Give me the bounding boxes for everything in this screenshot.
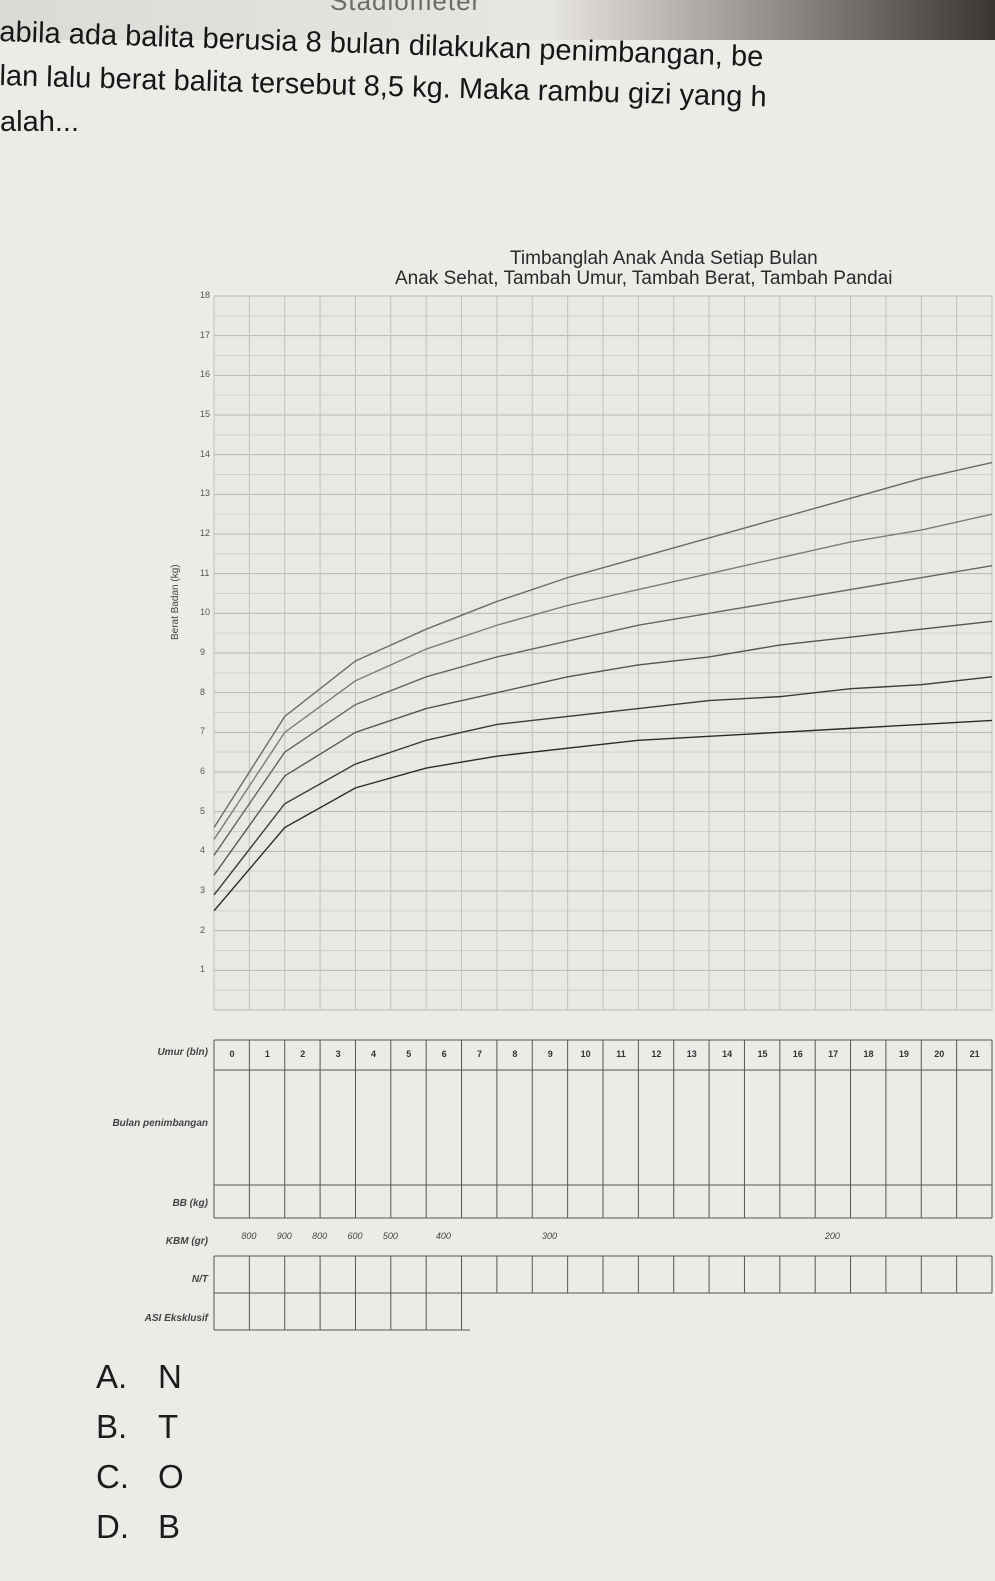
y-tick-label: 4 — [200, 845, 206, 856]
age-cell: 1 — [264, 1049, 270, 1059]
age-cell: 19 — [898, 1049, 909, 1059]
row-label-asi: ASI Eksklusif — [144, 1313, 208, 1324]
option-a[interactable]: A. N — [96, 1358, 182, 1395]
age-cell: 18 — [863, 1049, 874, 1059]
row-label-age: Umur (bln) — [157, 1047, 208, 1058]
y-tick-label: 12 — [200, 528, 211, 538]
growth-curve-line — [213, 565, 993, 856]
age-cell: 8 — [512, 1049, 518, 1059]
y-tick-label: 9 — [200, 647, 206, 657]
y-tick-label: 8 — [200, 686, 206, 697]
age-cell: 21 — [969, 1049, 980, 1059]
age-cell: 6 — [441, 1049, 447, 1059]
age-cell: 7 — [477, 1049, 483, 1059]
y-axis-label: Berat Badan (kg) — [170, 564, 181, 640]
option-c[interactable]: C. O — [96, 1458, 184, 1495]
kbm-value: 400 — [435, 1231, 451, 1241]
age-cell: 3 — [335, 1049, 341, 1059]
growth-curve-line — [213, 719, 993, 912]
age-cell: 2 — [300, 1049, 306, 1059]
y-tick-label: 5 — [200, 805, 206, 816]
y-tick-label: 13 — [200, 488, 211, 499]
age-cell: 9 — [547, 1049, 553, 1059]
option-b[interactable]: B. T — [96, 1408, 179, 1445]
growth-curve-line — [213, 513, 993, 840]
growth-curve-line — [213, 461, 993, 828]
age-cell: 15 — [757, 1049, 768, 1059]
question-line-3: alah... — [0, 106, 79, 138]
age-cell: 11 — [616, 1049, 626, 1059]
kbm-value: 200 — [824, 1231, 840, 1241]
y-tick-label: 7 — [200, 726, 206, 737]
kbm-value: 300 — [541, 1231, 557, 1241]
age-cell: 14 — [722, 1049, 733, 1059]
age-cell: 10 — [580, 1049, 591, 1059]
option-d[interactable]: D. B — [96, 1508, 181, 1545]
y-tick-label: 17 — [200, 329, 211, 340]
y-tick-label: 14 — [200, 448, 211, 459]
growth-curve-line — [213, 676, 993, 896]
kbm-value: 600 — [347, 1231, 363, 1241]
y-tick-label: 3 — [200, 885, 206, 895]
y-tick-label: 15 — [200, 409, 211, 419]
kbm-value: 500 — [382, 1231, 398, 1241]
row-label-weigh-month: Bulan penimbangan — [112, 1118, 208, 1129]
age-cell: 4 — [370, 1049, 376, 1059]
chart-subtitle: Anak Sehat, Tambah Umur, Tambah Berat, T… — [395, 268, 893, 289]
y-tick-label: 11 — [200, 567, 210, 578]
age-cell: 20 — [934, 1049, 945, 1059]
growth-curve-line — [213, 620, 993, 876]
chart-title: Timbanglah Anak Anda Setiap Bulan — [510, 248, 818, 269]
row-label-bb: BB (kg) — [172, 1198, 208, 1209]
y-tick-label: 1 — [200, 964, 206, 975]
kbm-value: 900 — [276, 1231, 292, 1241]
kbm-value: 800 — [312, 1231, 328, 1241]
age-cell: 12 — [651, 1049, 662, 1059]
y-tick-label: 2 — [200, 924, 206, 935]
age-cell: 17 — [828, 1049, 839, 1059]
kbm-value: 800 — [241, 1231, 257, 1241]
age-cell: 13 — [686, 1049, 697, 1059]
y-tick-label: 10 — [200, 607, 211, 618]
y-tick-label: 6 — [200, 766, 206, 776]
row-label-nt: N/T — [191, 1274, 208, 1285]
y-tick-label: 18 — [200, 290, 211, 300]
y-tick-label: 16 — [200, 369, 211, 380]
header-fragment: Stadiometer — [330, 0, 482, 16]
row-label-kbm: KBM (gr) — [165, 1236, 208, 1247]
age-cell: 0 — [229, 1049, 235, 1059]
age-cell: 5 — [406, 1049, 412, 1059]
photo-top-band — [0, 0, 995, 40]
age-cell: 16 — [792, 1049, 803, 1059]
